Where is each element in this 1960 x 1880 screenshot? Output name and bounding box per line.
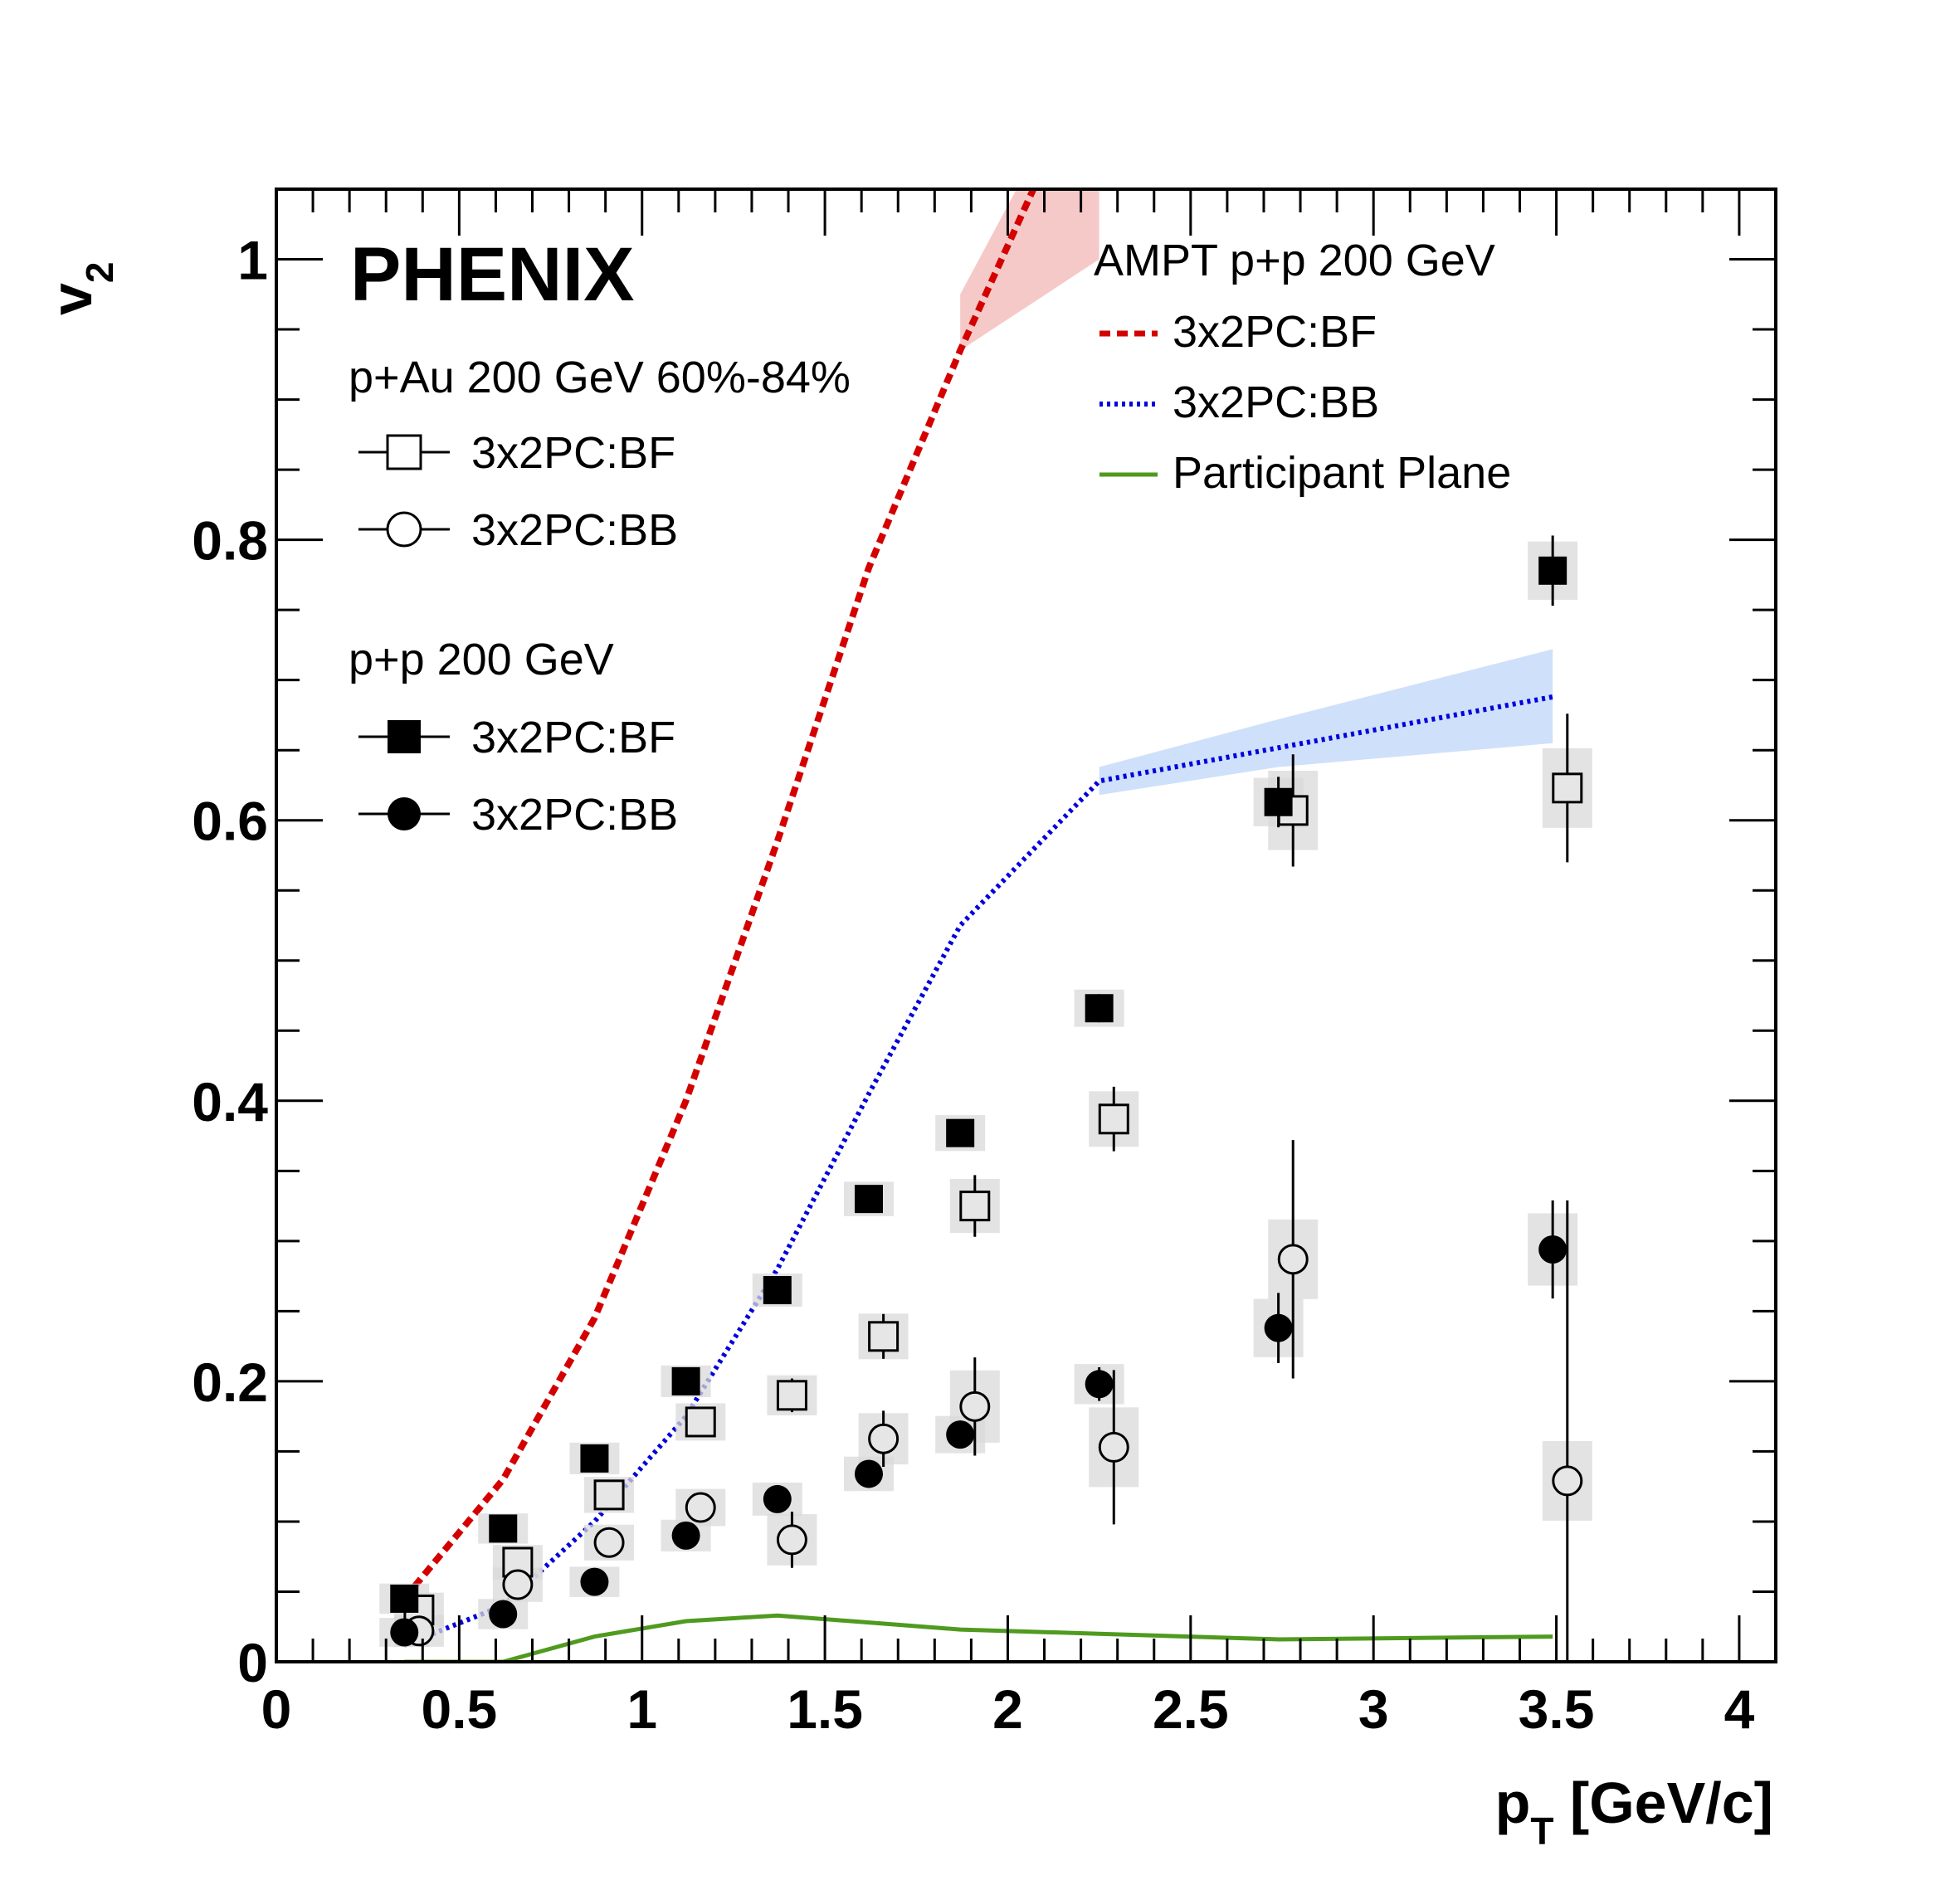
marker-filled-circle <box>1085 1370 1114 1399</box>
legend-marker-pau-bf <box>386 434 422 470</box>
marker-filled-circle <box>1264 1313 1293 1342</box>
x-axis-title-unit: [GeV/c] <box>1553 1770 1773 1835</box>
marker-open-square <box>593 1479 625 1511</box>
marker-open-circle <box>1552 1465 1583 1497</box>
legend-entry-pau-bf: 3x2PC:BF <box>358 428 675 478</box>
marker-filled-circle <box>671 1521 700 1550</box>
x-tick-label: 1.5 <box>787 1678 863 1740</box>
experiment-label: PHENIX <box>350 232 635 317</box>
legend-right: AMPT p+p 200 GeV 3x2PC:BF 3x2PC:BB Parti… <box>1094 236 1511 498</box>
legend-label-participant-plane: Participant Plane <box>1173 448 1511 498</box>
legend-group2-title: p+p 200 GeV <box>349 635 614 684</box>
legend-entry-participant-plane: Participant Plane <box>1099 448 1511 498</box>
marker-filled-square <box>1264 787 1293 816</box>
model-curve <box>404 1613 1553 1662</box>
marker-filled-square <box>671 1366 700 1395</box>
marker-filled-square <box>1085 994 1114 1023</box>
model-band <box>960 189 1099 351</box>
data-markers <box>390 556 1583 1647</box>
marker-open-square <box>685 1406 716 1438</box>
x-tick-label: 3.5 <box>1519 1678 1595 1740</box>
legend-entry-ampt-bb: 3x2PC:BB <box>1099 377 1379 427</box>
legend-label-ampt-bb: 3x2PC:BB <box>1173 377 1379 427</box>
marker-open-circle <box>685 1492 716 1523</box>
marker-filled-square <box>580 1444 609 1473</box>
y-tick-label: 0.8 <box>192 510 268 572</box>
legend-label-pp-bf: 3x2PC:BF <box>471 713 675 762</box>
legend-label-ampt-bf: 3x2PC:BF <box>1173 307 1377 357</box>
legend-marker-pp-bb <box>388 797 421 830</box>
model-curve <box>402 189 1036 1601</box>
marker-filled-square <box>854 1185 883 1214</box>
marker-filled-square <box>946 1118 975 1147</box>
marker-filled-circle <box>946 1420 975 1449</box>
x-tick-label: 3 <box>1358 1678 1389 1740</box>
x-axis-title-subscript: T <box>1530 1809 1553 1853</box>
marker-open-square <box>959 1191 991 1222</box>
marker-filled-square <box>390 1584 419 1613</box>
marker-open-circle <box>868 1423 900 1454</box>
y-axis-title: v2 <box>39 261 121 315</box>
marker-open-square <box>1552 772 1583 804</box>
marker-filled-square <box>763 1276 792 1305</box>
legend-marker-pau-bb <box>386 511 422 548</box>
y-tick-label: 0 <box>237 1632 268 1693</box>
legend-entry-pau-bb: 3x2PC:BB <box>358 505 678 555</box>
legend-entry-pp-bf: 3x2PC:BF <box>358 713 675 762</box>
legend-entry-ampt-bf: 3x2PC:BF <box>1099 307 1377 357</box>
x-tick-label: 2.5 <box>1153 1678 1229 1740</box>
marker-filled-circle <box>1538 1235 1568 1264</box>
marker-open-square <box>776 1380 807 1411</box>
x-axis-title: pT [GeV/c] <box>1495 1770 1773 1853</box>
y-tick-label: 0.4 <box>192 1071 268 1132</box>
plot-frame <box>275 188 1777 1663</box>
marker-open-square <box>868 1321 900 1352</box>
y-tick-label: 0.6 <box>192 791 268 852</box>
x-tick-label: 1 <box>627 1678 657 1740</box>
legend-group1-title: p+Au 200 GeV 60%-84% <box>349 353 851 402</box>
y-axis-title-subscript: 2 <box>78 261 121 283</box>
marker-filled-square <box>489 1514 518 1543</box>
y-axis-title-main: v <box>39 283 104 315</box>
marker-open-circle <box>593 1527 625 1558</box>
axis-ticks <box>275 188 1777 1663</box>
marker-filled-circle <box>580 1567 609 1596</box>
marker-open-circle <box>502 1569 534 1600</box>
marker-filled-square <box>1538 556 1568 585</box>
x-tick-label: 4 <box>1724 1678 1755 1740</box>
marker-filled-circle <box>390 1618 419 1647</box>
y-tick-label: 0.2 <box>192 1352 268 1413</box>
marker-filled-circle <box>489 1600 518 1629</box>
marker-filled-circle <box>854 1459 883 1488</box>
x-tick-label: 2 <box>992 1678 1023 1740</box>
legend-label-pau-bb: 3x2PC:BB <box>471 505 678 555</box>
model-curves <box>402 189 1553 1662</box>
legend-entry-pp-bb: 3x2PC:BB <box>358 790 678 840</box>
legend-marker-pp-bf <box>388 720 421 753</box>
legend-left: p+Au 200 GeV 60%-84% 3x2PC:BF 3x2PC:BB p… <box>349 353 851 840</box>
marker-open-circle <box>1098 1431 1129 1463</box>
legend-ampt-title: AMPT p+p 200 GeV <box>1094 236 1495 285</box>
marker-open-circle <box>776 1524 807 1556</box>
axis-tick-labels: 0 0.5 1 1.5 2 2.5 3 3.5 4 0 0.2 0.4 0.6 0.8 1 <box>192 230 1754 1740</box>
marker-open-square <box>1098 1103 1129 1135</box>
y-tick-label: 1 <box>237 230 268 291</box>
legend-label-pau-bf: 3x2PC:BF <box>471 428 675 478</box>
x-tick-label: 0.5 <box>421 1678 497 1740</box>
x-tick-label: 0 <box>261 1678 292 1740</box>
x-axis-title-main: p <box>1495 1770 1531 1835</box>
marker-open-circle <box>1277 1244 1309 1275</box>
marker-filled-circle <box>763 1484 792 1513</box>
marker-open-circle <box>959 1391 991 1422</box>
legend-label-pp-bb: 3x2PC:BB <box>471 790 678 840</box>
